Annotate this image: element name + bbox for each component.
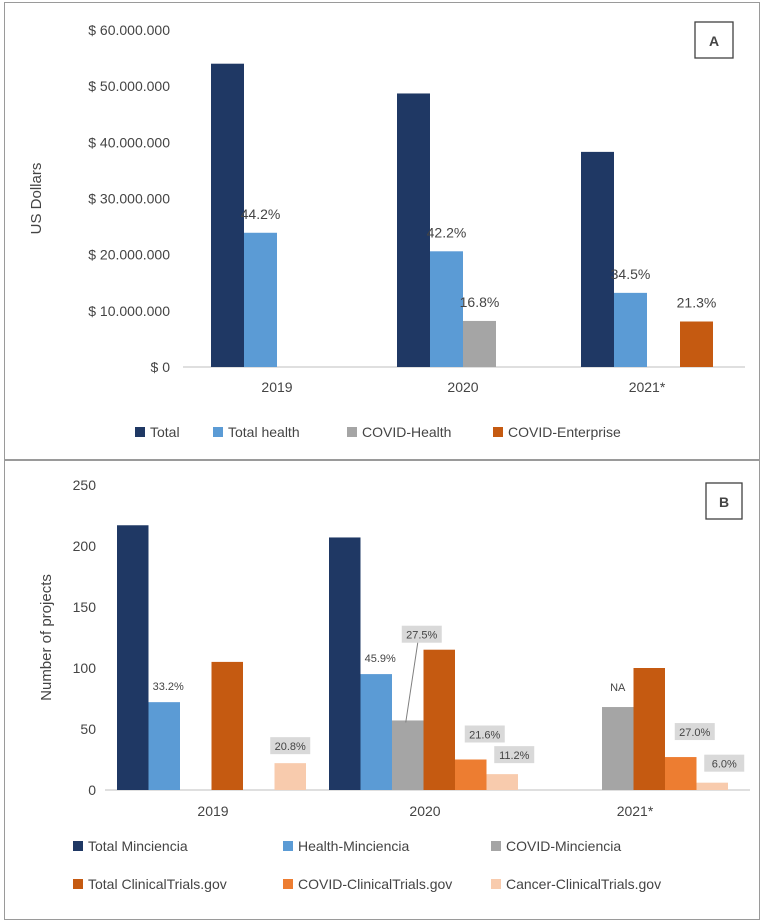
legend-swatch — [135, 427, 145, 437]
data-label-box — [464, 725, 505, 743]
bar — [423, 649, 455, 790]
legend-swatch — [213, 427, 223, 437]
bar — [117, 525, 149, 790]
panel-label-box — [694, 21, 734, 59]
bar — [633, 668, 665, 790]
data-label-box — [674, 723, 715, 741]
x-tick-label: 2019 — [197, 803, 228, 819]
x-tick-label: 2020 — [409, 803, 440, 819]
legend-label: COVID-Minciencia — [506, 838, 621, 854]
bar — [486, 774, 518, 790]
bar — [455, 759, 487, 790]
y-tick-label: $ 40.000.000 — [88, 134, 170, 150]
legend-label: COVID-Health — [362, 424, 451, 440]
y-tick-label: 0 — [88, 782, 96, 798]
chart-b-svg: 0 50 100 150 200 250 Number of projects 33.2% 20… — [38, 477, 750, 892]
bar — [602, 707, 634, 790]
bar — [244, 232, 277, 367]
bar — [211, 63, 244, 367]
y-tick-label: $ 0 — [151, 359, 171, 375]
bar — [614, 292, 647, 367]
bar — [696, 782, 728, 790]
legend-label: COVID-ClinicalTrials.gov — [298, 876, 452, 892]
data-label-box — [401, 625, 442, 643]
legend-swatch — [283, 879, 293, 889]
legend-swatch — [73, 879, 83, 889]
legend-label: Total — [150, 424, 180, 440]
y-tick-label: $ 30.000.000 — [88, 191, 170, 207]
leader-line — [405, 642, 419, 723]
legend-swatch — [491, 841, 501, 851]
legend-swatch — [347, 427, 357, 437]
x-tick-label: 2021* — [617, 803, 654, 819]
y-tick-label: $ 60.000.000 — [88, 22, 170, 38]
panel-label: B — [719, 494, 729, 510]
x-tick-label: 2019 — [261, 379, 292, 395]
bar — [148, 702, 180, 790]
bar — [581, 151, 614, 367]
legend-label: COVID-Enterprise — [508, 424, 621, 440]
legend-swatch — [73, 841, 83, 851]
data-label: 6.0% — [712, 759, 737, 771]
chart-panel-a: $ 0 $ 10.000.000 $ 20.000.000 $ 30.000.000 $… — [4, 2, 760, 460]
bar — [665, 757, 697, 790]
data-label: 21.6% — [469, 730, 500, 742]
y-tick-label: $ 10.000.000 — [88, 303, 170, 319]
data-label: 42.2% — [427, 224, 467, 240]
legend-label: Total ClinicalTrials.gov — [88, 876, 227, 892]
data-label-box — [494, 746, 535, 764]
data-label: 11.2% — [499, 750, 530, 762]
bar — [463, 320, 496, 367]
y-tick-label: $ 20.000.000 — [88, 247, 170, 263]
x-tick-label: 2021* — [629, 379, 666, 395]
bar — [430, 251, 463, 367]
legend-label: Cancer-ClinicalTrials.gov — [506, 876, 661, 892]
data-label: 34.5% — [611, 266, 651, 282]
x-tick-label: 2020 — [447, 379, 478, 395]
y-tick-label: 50 — [80, 721, 96, 737]
data-label-box — [704, 754, 745, 772]
y-tick-label: 150 — [73, 599, 97, 615]
bar — [680, 321, 713, 367]
data-label: NA — [610, 682, 626, 694]
y-tick-label: 100 — [73, 660, 97, 676]
legend-swatch — [283, 841, 293, 851]
legend-swatch — [491, 879, 501, 889]
legend-label: Total health — [228, 424, 300, 440]
bar — [211, 661, 243, 790]
bar — [360, 674, 392, 790]
data-label: 16.8% — [460, 294, 500, 310]
bar — [397, 93, 430, 368]
y-axis-title: Number of projects — [38, 574, 55, 701]
chart-a-svg: $ 0 $ 10.000.000 $ 20.000.000 $ 30.000.000 $… — [28, 21, 745, 440]
bar — [392, 720, 424, 790]
panel-label: A — [709, 33, 719, 49]
legend-swatch — [493, 427, 503, 437]
bar — [329, 537, 361, 790]
y-tick-label: 250 — [73, 477, 97, 493]
panel-label-box — [705, 482, 743, 520]
data-label-box — [270, 737, 311, 755]
legend-label: Total Minciencia — [88, 838, 188, 854]
bar — [274, 763, 306, 790]
data-label: 33.2% — [153, 681, 184, 693]
data-label: 20.8% — [275, 741, 306, 753]
chart-panel-b: 0 50 100 150 200 250 Number of projects 33.2% 20… — [4, 460, 760, 920]
y-tick-label: $ 50.000.000 — [88, 78, 170, 94]
data-label: 27.5% — [406, 630, 437, 642]
legend-label: Health-Minciencia — [298, 838, 409, 854]
data-label: 27.0% — [679, 727, 710, 739]
data-label: 44.2% — [241, 206, 281, 222]
data-label: 45.9% — [365, 653, 396, 665]
y-tick-label: 200 — [73, 538, 97, 554]
y-axis-title: US Dollars — [28, 163, 45, 235]
data-label: 21.3% — [677, 295, 717, 311]
